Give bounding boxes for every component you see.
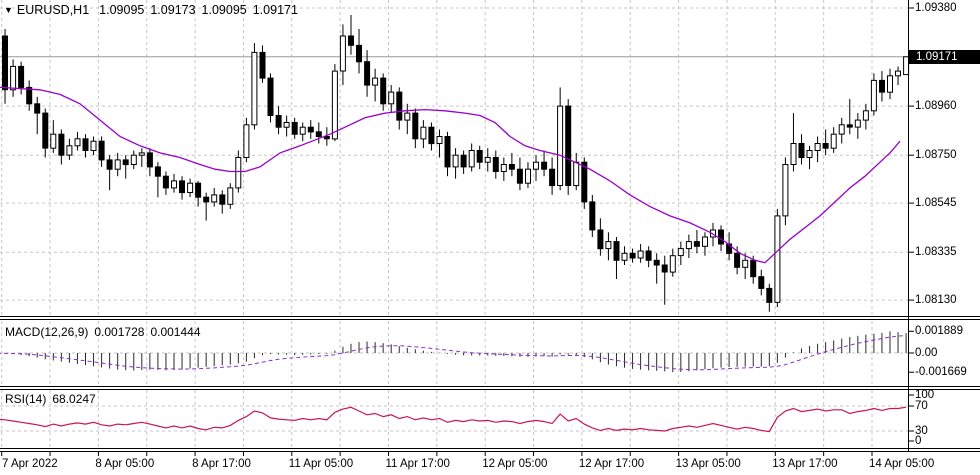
chart-dropdown-icon: ▼ (4, 5, 13, 15)
time-tick-label: 13 Apr 05:00 (675, 458, 741, 470)
time-tick-label: 7 Apr 2022 (2, 458, 58, 470)
rsi-name: RSI(14) (5, 392, 47, 406)
macd-indicator-label: MACD(12,26,9) 0.001728 0.001444 (5, 325, 207, 339)
rsi-tick-label: 0 (915, 435, 922, 447)
symbol-timeframe-label: EURUSD,H1 (16, 3, 90, 17)
time-tick-label: 14 Apr 05:00 (869, 458, 935, 470)
price-tick-label: 1.08750 (915, 149, 957, 162)
price-tick-label: 1.08960 (915, 100, 957, 113)
macd-tick-label: 0.00 (915, 347, 938, 359)
price-tick-label: 1.09380 (915, 2, 957, 14)
ohlc-close: 1.09171 (252, 3, 298, 17)
time-tick-label: 8 Apr 05:00 (95, 458, 155, 470)
macd-tick-label: -0.001669 (915, 366, 967, 379)
time-tick-label: 11 Apr 05:00 (288, 458, 354, 470)
macd-main-value: 0.001728 (94, 325, 145, 339)
rsi-value: 68.0247 (52, 392, 96, 406)
macd-name: MACD(12,26,9) (5, 325, 89, 339)
rsi-tick-label: 100 (915, 389, 935, 401)
time-tick-label: 11 Apr 17:00 (385, 458, 450, 470)
rsi-tick-label: 30 (915, 425, 928, 437)
chart-header: ▼ EURUSD,H1 1.09095 1.09173 1.09095 1.09171 (4, 3, 304, 17)
ohlc-high: 1.09173 (150, 3, 196, 17)
rsi-indicator-label: RSI(14) 68.0247 (5, 392, 102, 406)
price-tick-label: 1.08335 (915, 246, 957, 259)
macd-signal-value: 0.001444 (150, 325, 201, 339)
price-tick-label: 1.08545 (915, 197, 957, 210)
current-price-tag: 1.09171 (909, 50, 980, 64)
time-tick-label: 12 Apr 05:00 (482, 458, 548, 470)
macd-tick-label: 0.001889 (915, 325, 963, 338)
time-tick-label: 12 Apr 17:00 (578, 458, 645, 470)
ohlc-low: 1.09095 (201, 3, 247, 17)
time-tick-label: 8 Apr 17:00 (192, 458, 251, 470)
time-tick-label: 13 Apr 17:00 (772, 458, 838, 470)
ohlc-open: 1.09095 (99, 3, 145, 17)
price-tick-label: 1.08130 (915, 294, 957, 307)
rsi-tick-label: 70 (915, 400, 928, 412)
